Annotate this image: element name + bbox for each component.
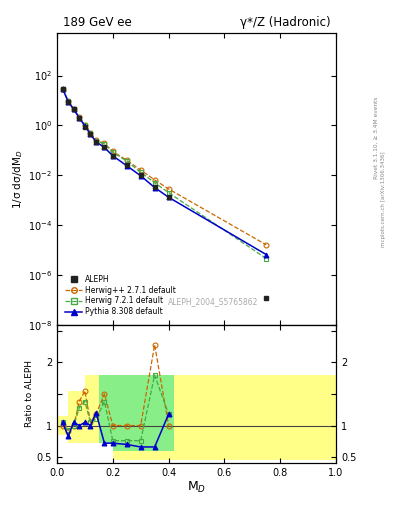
Y-axis label: 1/σ dσ/dM$_D$: 1/σ dσ/dM$_D$ [11,149,25,209]
Text: 189 GeV ee: 189 GeV ee [62,16,131,29]
Text: mcplots.cern.ch [arXiv:1306.3436]: mcplots.cern.ch [arXiv:1306.3436] [381,152,386,247]
Text: ALEPH_2004_S5765862: ALEPH_2004_S5765862 [168,296,259,306]
X-axis label: M$_D$: M$_D$ [187,480,206,495]
Text: γ*/Z (Hadronic): γ*/Z (Hadronic) [240,16,331,29]
Legend: ALEPH, Herwig++ 2.7.1 default, Herwig 7.2.1 default, Pythia 8.308 default: ALEPH, Herwig++ 2.7.1 default, Herwig 7.… [64,273,177,318]
Y-axis label: Ratio to ALEPH: Ratio to ALEPH [25,360,34,428]
Text: Rivet 3.1.10, ≥ 3.4M events: Rivet 3.1.10, ≥ 3.4M events [374,97,379,180]
